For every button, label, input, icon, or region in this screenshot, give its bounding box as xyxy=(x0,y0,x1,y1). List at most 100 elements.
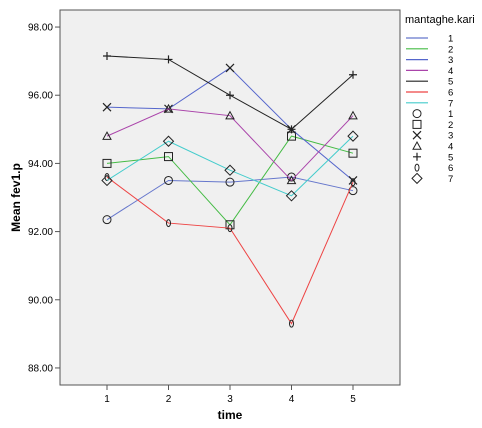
y-tick-label: 88.00 xyxy=(28,363,53,374)
data-point-7-shape xyxy=(224,164,236,176)
data-point-1 xyxy=(102,215,112,225)
data-point-5 xyxy=(226,91,234,100)
data-point-4-shape xyxy=(102,131,112,140)
data-point-7-shape xyxy=(101,174,113,187)
data-point-2-shape xyxy=(164,152,173,162)
series-line-7 xyxy=(106,135,354,197)
legend-line-label: 2 xyxy=(448,44,453,55)
data-point-3 xyxy=(225,63,235,73)
y-tick-label: 92.00 xyxy=(28,227,53,238)
x-axis: 1 2 3 4 5 xyxy=(104,385,356,405)
data-point-6-shape xyxy=(227,224,233,233)
data-point-5-shape xyxy=(287,125,296,134)
data-point-2-shape xyxy=(102,158,112,168)
legend-marker-label: 4 xyxy=(448,142,453,153)
data-point-7 xyxy=(101,174,113,187)
legend-marker-swatch xyxy=(414,163,420,172)
data-point-7 xyxy=(347,130,359,142)
data-point-3-shape xyxy=(348,176,358,185)
x-axis-title: time xyxy=(218,408,243,422)
data-point-4 xyxy=(102,131,112,140)
data-point-1-shape xyxy=(225,177,235,187)
data-point-1 xyxy=(164,175,173,185)
legend-line-label: 5 xyxy=(448,77,453,88)
data-point-5-shape xyxy=(349,70,357,79)
y-axis-title: Mean fev1.p xyxy=(9,163,23,232)
legend-line-label: 1 xyxy=(448,34,453,45)
data-point-7 xyxy=(162,135,175,147)
data-point-4-shape xyxy=(225,110,235,120)
legend-marker-label: 3 xyxy=(448,131,453,142)
data-point-6-shape xyxy=(289,319,294,328)
data-point-7-shape xyxy=(347,130,359,142)
data-point-4 xyxy=(286,175,297,185)
data-point-6-shape xyxy=(350,178,356,187)
data-point-1 xyxy=(225,177,235,187)
legend-marker-label: 5 xyxy=(448,152,453,163)
legend-marker-label: 2 xyxy=(448,120,453,131)
data-point-4-shape xyxy=(163,103,174,113)
data-point-2 xyxy=(164,152,173,162)
data-point-6 xyxy=(289,319,294,328)
legend-marker-swatch xyxy=(412,130,422,140)
data-point-5-shape xyxy=(164,55,173,64)
data-point-5 xyxy=(287,125,296,134)
data-point-4 xyxy=(348,110,358,120)
legend-marker-label: 6 xyxy=(448,163,453,174)
plot-area xyxy=(59,9,401,386)
series-4 xyxy=(102,103,358,185)
data-point-3-shape xyxy=(225,63,235,73)
data-point-1-shape xyxy=(164,175,173,185)
series-7 xyxy=(101,130,359,202)
data-point-2 xyxy=(102,158,112,168)
x-tick-label: 1 xyxy=(104,394,110,405)
legend-marker-swatch xyxy=(413,152,421,161)
legend-line-label: 3 xyxy=(448,55,453,66)
legend-marker-swatch-shape xyxy=(412,140,422,150)
data-point-3 xyxy=(348,176,358,185)
series-3 xyxy=(102,63,358,185)
legend-marker-swatch-shape xyxy=(413,152,421,161)
data-point-3 xyxy=(102,102,112,112)
legend-marker-swatch xyxy=(411,172,423,185)
y-tick-label: 90.00 xyxy=(28,295,53,306)
data-point-5 xyxy=(164,55,173,64)
x-tick-label: 5 xyxy=(350,394,356,405)
legend-line-label: 6 xyxy=(448,88,453,99)
legend-marker-swatch-shape xyxy=(414,163,420,172)
data-point-5-shape xyxy=(103,52,111,61)
x-tick-label: 3 xyxy=(227,394,233,405)
data-point-7 xyxy=(224,164,236,176)
series-line-4 xyxy=(106,108,354,182)
y-tick-label: 94.00 xyxy=(28,159,53,170)
data-point-2 xyxy=(348,148,358,158)
data-point-7-shape xyxy=(285,190,298,202)
data-point-6-shape xyxy=(166,219,171,228)
y-tick-label: 98.00 xyxy=(28,23,53,34)
legend-marker-swatch-shape xyxy=(412,130,422,140)
legend-marker-swatch xyxy=(412,119,422,129)
series-layer xyxy=(101,52,359,328)
legend-marker-swatch-shape xyxy=(412,119,422,129)
data-point-4 xyxy=(163,103,174,113)
series-line-1 xyxy=(106,176,354,221)
data-point-1-shape xyxy=(102,215,112,225)
data-point-5 xyxy=(103,52,111,61)
series-6 xyxy=(104,173,356,328)
data-point-5 xyxy=(349,70,357,79)
series-line-6 xyxy=(106,176,354,325)
series-5 xyxy=(103,52,357,134)
data-point-5-shape xyxy=(226,91,234,100)
data-point-4 xyxy=(225,110,235,120)
legend-marker-swatch-shape xyxy=(411,172,423,185)
data-point-7-shape xyxy=(162,135,175,147)
legend-marker-swatch-shape xyxy=(412,109,422,119)
legend-marker-label: 7 xyxy=(448,174,453,185)
data-point-7 xyxy=(285,190,298,202)
data-point-4-shape xyxy=(286,175,297,185)
data-point-6 xyxy=(166,219,171,228)
